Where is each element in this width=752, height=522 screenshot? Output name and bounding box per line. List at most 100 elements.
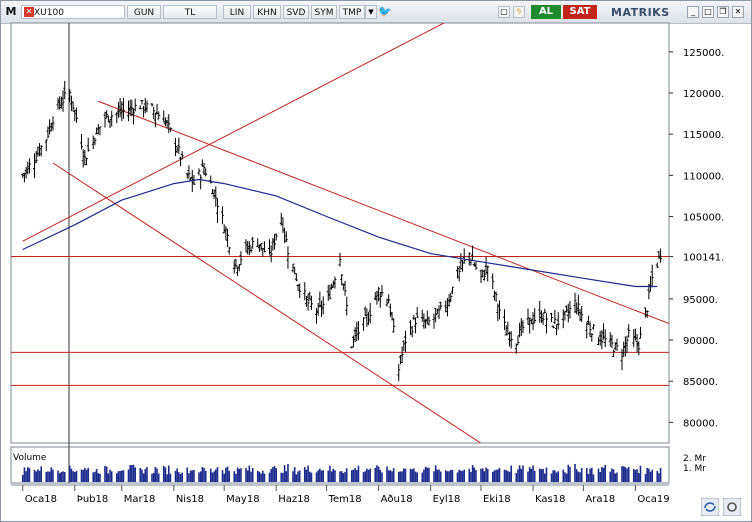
linear-scale-button[interactable]: LIN bbox=[223, 5, 251, 19]
volume-bar bbox=[656, 470, 659, 482]
volume-bar bbox=[622, 466, 625, 482]
volume-bar bbox=[611, 468, 613, 482]
close-window-icon[interactable]: ✕ bbox=[732, 6, 744, 18]
sync-icon[interactable] bbox=[700, 497, 720, 517]
volume-bar bbox=[223, 473, 225, 482]
volume-bar bbox=[510, 465, 513, 482]
volume-bar bbox=[188, 473, 190, 482]
volume-bar bbox=[330, 471, 333, 482]
maximize-icon[interactable]: □ bbox=[702, 6, 714, 18]
volume-bar bbox=[272, 467, 274, 482]
volume-bar bbox=[538, 468, 541, 482]
volume-bar bbox=[564, 472, 566, 482]
ohlc-bar bbox=[110, 110, 114, 127]
volume-bar bbox=[589, 468, 591, 482]
twitter-icon[interactable]: 🐦 bbox=[378, 5, 392, 18]
volume-bar bbox=[473, 467, 476, 482]
x-tick-label: Mar18 bbox=[124, 494, 156, 505]
sell-button[interactable]: SAT bbox=[563, 5, 597, 19]
volume-bar bbox=[604, 464, 607, 482]
ohlc-bars bbox=[21, 80, 663, 382]
chevron-down-icon[interactable]: ▼ bbox=[365, 5, 377, 19]
ohlc-bar bbox=[650, 264, 654, 288]
minimize-icon[interactable]: _ bbox=[687, 6, 699, 18]
currency-button[interactable]: TL bbox=[163, 5, 217, 19]
volume-bar bbox=[26, 467, 29, 482]
ohlc-bar bbox=[121, 97, 125, 119]
volume-bar bbox=[590, 467, 593, 482]
ohlc-bar bbox=[63, 80, 67, 100]
volume-bar bbox=[621, 466, 623, 482]
ohlc-bar bbox=[612, 349, 616, 358]
volume-bar bbox=[597, 468, 600, 482]
volume-bar bbox=[411, 469, 413, 482]
lightning-icon[interactable]: ϟ bbox=[513, 6, 525, 18]
svd-button[interactable]: SVD bbox=[283, 5, 309, 19]
y-tick-label: 115000. bbox=[683, 130, 724, 141]
volume-bar bbox=[545, 467, 548, 482]
volume-bar bbox=[28, 468, 31, 482]
ohlc-bar bbox=[450, 286, 454, 295]
volume-bar bbox=[436, 469, 439, 482]
volume-bar bbox=[221, 470, 224, 482]
restore-icon[interactable]: ❐ bbox=[717, 6, 729, 18]
ohlc-bar bbox=[368, 303, 372, 324]
volume-bar bbox=[60, 471, 63, 482]
ohlc-bar bbox=[625, 335, 629, 354]
volume-bar bbox=[285, 471, 288, 482]
volume-bar bbox=[651, 469, 654, 482]
volume-bar bbox=[248, 465, 251, 482]
volume-bar bbox=[392, 468, 395, 482]
volume-bar bbox=[99, 473, 101, 482]
menu-button[interactable]: M bbox=[5, 5, 17, 18]
khn-button[interactable]: KHN bbox=[253, 5, 281, 19]
ohlc-bar bbox=[551, 325, 555, 329]
ohlc-bar bbox=[521, 320, 525, 334]
volume-bar bbox=[191, 470, 194, 482]
ohlc-bar bbox=[145, 100, 149, 113]
document-icon[interactable]: ▢ bbox=[498, 6, 510, 18]
volume-bar bbox=[550, 473, 553, 482]
volume-bar bbox=[481, 468, 484, 482]
volume-bar bbox=[104, 465, 106, 482]
volume-bar bbox=[609, 471, 612, 482]
sym-button[interactable]: SYM bbox=[311, 5, 337, 19]
volume-bar bbox=[127, 469, 130, 482]
period-button[interactable]: GUN bbox=[127, 5, 161, 19]
tmp-button[interactable]: TMP bbox=[339, 5, 365, 19]
volume-bar bbox=[602, 467, 605, 482]
ohlc-bar bbox=[610, 334, 614, 349]
volume-bar bbox=[164, 467, 167, 482]
ohlc-bar bbox=[68, 89, 72, 103]
volume-bar bbox=[72, 471, 74, 482]
volume-bar bbox=[428, 467, 430, 482]
ohlc-bar bbox=[645, 310, 649, 318]
ohlc-bar bbox=[491, 273, 495, 290]
volume-bar bbox=[199, 471, 202, 482]
volume-bar bbox=[424, 466, 427, 482]
ohlc-bar bbox=[197, 168, 201, 176]
volume-bar bbox=[282, 472, 284, 482]
ohlc-bar bbox=[482, 269, 486, 281]
ohlc-bar bbox=[553, 309, 557, 325]
volume-bar bbox=[503, 469, 506, 482]
buy-button[interactable]: AL bbox=[531, 5, 561, 19]
ohlc-bar bbox=[509, 331, 513, 349]
ohlc-bar bbox=[387, 294, 391, 304]
symbol-field[interactable]: XU100 bbox=[21, 5, 125, 19]
volume-bar bbox=[139, 467, 142, 482]
volume-bar bbox=[246, 470, 249, 482]
close-icon[interactable]: ✕ bbox=[24, 7, 34, 17]
volume-bar bbox=[458, 469, 460, 482]
volume-bar bbox=[117, 471, 120, 482]
volume-bar bbox=[233, 471, 236, 482]
volume-bar bbox=[639, 465, 642, 482]
volume-bar bbox=[245, 467, 247, 482]
ohlc-bar bbox=[603, 329, 607, 348]
ohlc-bar bbox=[251, 237, 255, 249]
volume-bar bbox=[250, 471, 252, 482]
volume-bar bbox=[131, 464, 133, 482]
volume-bar bbox=[540, 469, 543, 482]
settings-icon[interactable] bbox=[722, 497, 742, 517]
